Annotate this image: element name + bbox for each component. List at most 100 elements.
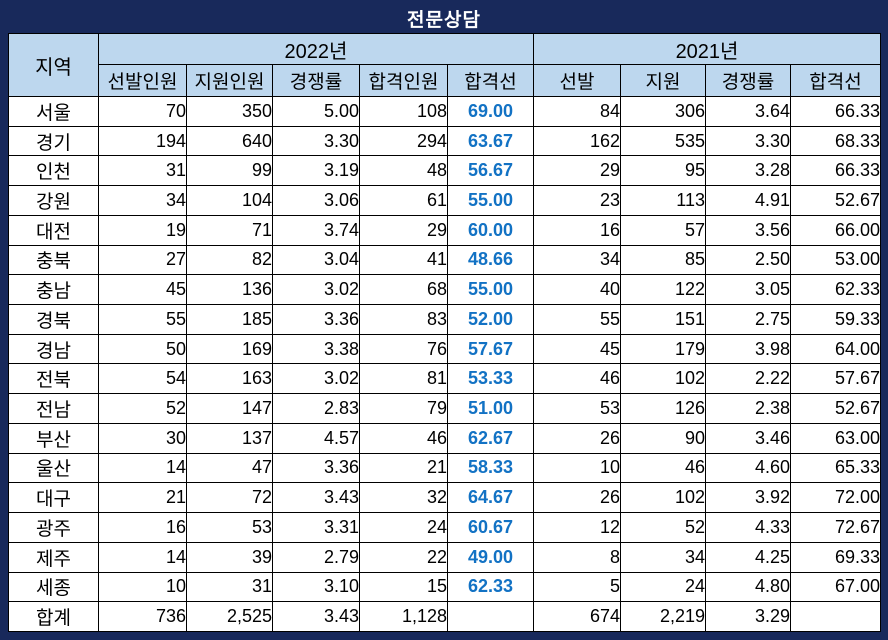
value-cell-2022: 21 <box>98 482 187 514</box>
pass-line-2022-cell: 48.66 <box>447 244 534 276</box>
value-cell-2022: 104 <box>186 185 273 216</box>
value-cell-2022: 79 <box>359 393 448 424</box>
value-cell-2022: 3.38 <box>272 333 360 365</box>
value-cell-2021: 102 <box>620 363 706 395</box>
pass-line-2021-cell: 68.33 <box>789 125 882 157</box>
value-cell-2022: 3.43 <box>272 482 360 514</box>
pass-line-2021-cell: 72.67 <box>789 512 882 543</box>
column-header-2021-selected: 선발 <box>533 64 621 97</box>
value-cell-2021: 34 <box>533 244 621 276</box>
value-cell-2022: 24 <box>359 512 448 543</box>
value-cell-2021: 4.25 <box>705 541 791 573</box>
pass-line-2022-cell: 55.00 <box>447 185 534 216</box>
value-cell-2022: 2.79 <box>272 541 360 573</box>
value-cell-2022: 3.36 <box>272 304 360 335</box>
value-cell-2021: 23 <box>533 185 621 216</box>
column-group-2022: 2022년 <box>98 33 534 65</box>
value-cell-2021: 52 <box>620 512 706 543</box>
value-cell-2022: 14 <box>98 452 187 484</box>
value-cell-2021: 535 <box>620 125 706 157</box>
value-cell-2022: 31 <box>186 571 273 603</box>
value-cell-2021: 674 <box>533 601 621 632</box>
value-cell-2022: 3.10 <box>272 571 360 603</box>
value-cell-2022: 3.19 <box>272 155 360 187</box>
pass-line-2022-cell: 57.67 <box>447 333 534 365</box>
pass-line-2021-cell: 64.00 <box>789 333 882 365</box>
value-cell-2022: 82 <box>186 244 273 276</box>
table-body: 서울 70 350 5.00 108 69.00 84 306 3.64 66.33 경기 194 64… <box>8 96 882 632</box>
region-cell: 인천 <box>8 155 99 187</box>
table-row: 세종 10 31 3.10 15 62.33 5 24 4.80 67.00 <box>8 571 882 603</box>
table-row: 충남 45 136 3.02 68 55.00 40 122 3.05 62.33 <box>8 274 882 306</box>
region-cell: 부산 <box>8 422 99 454</box>
region-cell: 서울 <box>8 96 99 127</box>
value-cell-2021: 113 <box>620 185 706 216</box>
value-cell-2022: 76 <box>359 333 448 365</box>
value-cell-2022: 50 <box>98 333 187 365</box>
table-row: 경남 50 169 3.38 76 57.67 45 179 3.98 64.00 <box>8 333 882 365</box>
region-cell: 대구 <box>8 482 99 514</box>
value-cell-2022: 136 <box>186 274 273 306</box>
value-cell-2022: 16 <box>98 512 187 543</box>
value-cell-2021: 3.46 <box>705 422 791 454</box>
column-header-2022-passed: 합격인원 <box>359 64 448 97</box>
value-cell-2021: 10 <box>533 452 621 484</box>
value-cell-2021: 40 <box>533 274 621 306</box>
column-header-2022-selected: 선발인원 <box>98 64 187 97</box>
value-cell-2022: 48 <box>359 155 448 187</box>
pass-line-2022-cell: 58.33 <box>447 452 534 484</box>
value-cell-2021: 46 <box>620 452 706 484</box>
value-cell-2021: 3.30 <box>705 125 791 157</box>
pass-line-2021-cell: 65.33 <box>789 452 882 484</box>
column-header-2022-passline: 합격선 <box>447 64 534 97</box>
value-cell-2021: 24 <box>620 571 706 603</box>
value-cell-2021: 53 <box>533 393 621 424</box>
pass-line-2021-cell: 62.33 <box>789 274 882 306</box>
table-row: 제주 14 39 2.79 22 49.00 8 34 4.25 69.33 <box>8 541 882 573</box>
value-cell-2021: 102 <box>620 482 706 514</box>
value-cell-2022: 21 <box>359 452 448 484</box>
pass-line-2022-cell: 64.67 <box>447 482 534 514</box>
value-cell-2022: 19 <box>98 214 187 246</box>
table-row: 전남 52 147 2.83 79 51.00 53 126 2.38 52.67 <box>8 393 882 424</box>
value-cell-2022: 2,525 <box>186 601 273 632</box>
value-cell-2021: 3.28 <box>705 155 791 187</box>
table-row: 광주 16 53 3.31 24 60.67 12 52 4.33 72.67 <box>8 512 882 543</box>
value-cell-2022: 14 <box>98 541 187 573</box>
table-header: 지역 2022년 2021년 선발인원 지원인원 경쟁률 합격인원 합격선 선발… <box>8 33 882 97</box>
region-cell: 충북 <box>8 244 99 276</box>
value-cell-2021: 126 <box>620 393 706 424</box>
value-cell-2022: 3.31 <box>272 512 360 543</box>
column-header-2021-passline: 합격선 <box>789 64 882 97</box>
pass-line-2021-cell: 53.00 <box>789 244 882 276</box>
value-cell-2022: 68 <box>359 274 448 306</box>
pass-line-2022-cell: 63.67 <box>447 125 534 157</box>
value-cell-2022: 47 <box>186 452 273 484</box>
pass-line-2021-cell: 72.00 <box>789 482 882 514</box>
table-row: 부산 30 137 4.57 46 62.67 26 90 3.46 63.00 <box>8 422 882 454</box>
region-cell: 합계 <box>8 601 99 632</box>
table-row: 대구 21 72 3.43 32 64.67 26 102 3.92 72.00 <box>8 482 882 514</box>
value-cell-2021: 2,219 <box>620 601 706 632</box>
value-cell-2022: 350 <box>186 96 273 127</box>
value-cell-2021: 3.92 <box>705 482 791 514</box>
pass-line-2022-cell: 56.67 <box>447 155 534 187</box>
value-cell-2022: 137 <box>186 422 273 454</box>
region-cell: 전북 <box>8 363 99 395</box>
value-cell-2021: 16 <box>533 214 621 246</box>
value-cell-2021: 122 <box>620 274 706 306</box>
table-row: 충북 27 82 3.04 41 48.66 34 85 2.50 53.00 <box>8 244 882 276</box>
region-cell: 울산 <box>8 452 99 484</box>
value-cell-2021: 90 <box>620 422 706 454</box>
pass-line-2022-cell: 49.00 <box>447 541 534 573</box>
value-cell-2021: 46 <box>533 363 621 395</box>
value-cell-2022: 31 <box>98 155 187 187</box>
value-cell-2021: 306 <box>620 96 706 127</box>
value-cell-2022: 3.30 <box>272 125 360 157</box>
value-cell-2021: 2.22 <box>705 363 791 395</box>
value-cell-2021: 57 <box>620 214 706 246</box>
value-cell-2021: 179 <box>620 333 706 365</box>
value-cell-2022: 108 <box>359 96 448 127</box>
pass-line-2022-cell: 62.67 <box>447 422 534 454</box>
